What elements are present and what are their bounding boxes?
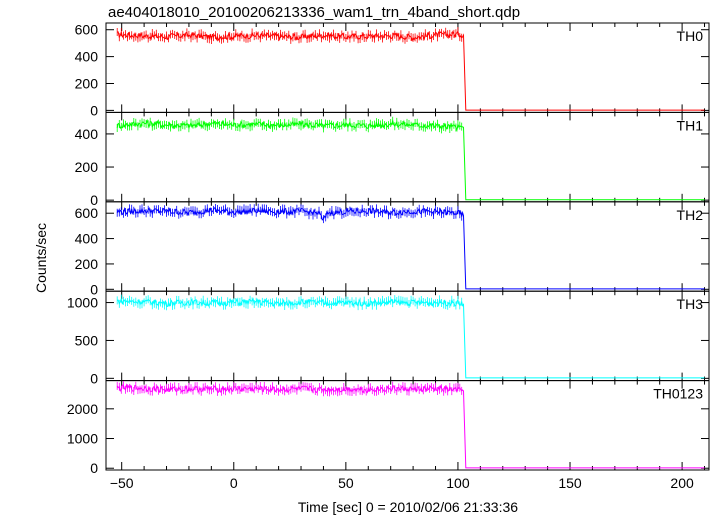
y-tick-label: 500: [75, 332, 99, 348]
x-tick-label: 200: [670, 475, 694, 491]
panel-frame: [105, 380, 710, 471]
panel-th0: 0 200 400 600 TH0: [75, 22, 710, 118]
y-tick-label: 0: [90, 102, 98, 118]
panel-th3: 0 500 1000 TH3: [67, 290, 710, 386]
y-tick-label: 0: [90, 460, 98, 476]
series-line: [117, 29, 705, 111]
y-tick-label: 200: [75, 256, 99, 272]
y-tick-label: 0: [90, 370, 98, 386]
series-line: [117, 297, 705, 379]
x-axis-label: Time [sec] 0 = 2010/02/06 21:33:36: [298, 499, 518, 515]
panel-th2: 0 200 400 600 TH2: [75, 201, 710, 297]
y-tick-label: 0: [90, 281, 98, 297]
y-tick-label: 400: [75, 231, 99, 247]
y-tick-label: 1000: [67, 295, 98, 311]
x-tick-label: 150: [558, 475, 582, 491]
panel-label: TH0123: [653, 386, 703, 402]
y-tick-label: 600: [75, 22, 99, 38]
x-tick-label: 50: [338, 475, 354, 491]
y-tick-label: 0: [90, 192, 98, 208]
panel-th1: 0 200 400 TH1: [75, 111, 710, 208]
y-tick-label: 400: [75, 49, 99, 65]
y-tick-label: 600: [75, 205, 99, 221]
panel-th0123: 0 1000 2000 TH0123: [67, 380, 710, 476]
x-tick-label: 0: [230, 475, 238, 491]
y-tick-label: 200: [75, 159, 99, 175]
chart-title: ae404018010_20100206213336_wam1_trn_4ban…: [108, 4, 520, 21]
y-tick-label: 2000: [67, 401, 98, 417]
x-tick-label: 100: [446, 475, 470, 491]
x-tick-label: −50: [110, 475, 134, 491]
y-tick-label: 400: [75, 126, 99, 142]
panel-label: TH1: [677, 117, 704, 133]
panel-label: TH0: [677, 28, 704, 44]
series-line: [116, 206, 705, 290]
panel-frame: [105, 201, 710, 292]
series-line: [116, 383, 705, 469]
panel-label: TH2: [677, 207, 704, 223]
y-tick-label: 200: [75, 75, 99, 91]
y-tick-label: 1000: [67, 431, 98, 447]
series-line: [116, 118, 705, 201]
y-axis-label: Counts/sec: [33, 223, 49, 293]
panel-label: TH3: [677, 296, 704, 312]
